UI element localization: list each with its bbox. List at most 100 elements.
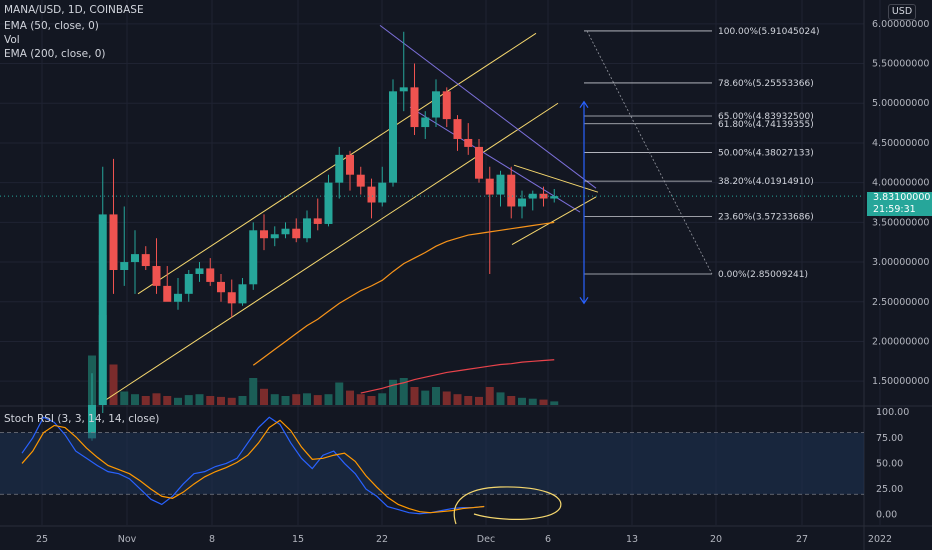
volume-legend[interactable]: Vol [4,34,20,46]
candle-body [206,268,215,282]
ema200-legend[interactable]: EMA (200, close, 0) [4,48,106,60]
time-tick-label: Nov [118,534,137,545]
price-tick-label: 3.00000000 [872,257,929,268]
volume-bar [260,388,268,405]
candle-body [109,214,118,270]
volume-bar [324,394,333,405]
volume-bar [528,398,537,405]
candle-body [410,87,419,128]
volume-bar [152,393,161,405]
stoch-tick-label: 0.00 [876,510,897,521]
currency-button[interactable]: USD [888,4,916,20]
volume-bar [507,396,516,405]
candle-body [184,273,193,294]
stoch-k-line [21,416,485,515]
candle-body [260,230,268,239]
volume-bar [367,396,376,405]
candle-body [442,91,451,120]
volume-bar [238,396,247,405]
volume-bar [141,396,150,405]
stoch-tick-label: 100.00 [876,407,909,418]
arrow-head-down [579,297,589,305]
last-price-tag: 3.83100000 21:59:31 [867,192,932,216]
triangle-lower-line [511,196,597,246]
price-tick-label: 5.00000000 [872,98,929,109]
volume-bar [206,396,215,405]
candle-body [174,293,182,302]
last-price-value: 3.83100000 [873,192,931,203]
candle-body [120,262,129,270]
volume-bar [442,391,451,405]
price-tick-label: 5.50000000 [872,59,929,70]
stoch-tick-label: 50.00 [876,458,903,469]
time-tick-label: 25 [36,534,48,545]
price-tick-label: 6.00000000 [872,19,929,30]
volume-bar [399,378,408,405]
volume-bar [410,387,419,405]
down-channel-upper-line [379,25,597,189]
time-tick-label: 15 [292,534,304,545]
candle-body [485,178,494,195]
time-tick-label: Dec [477,534,495,545]
volume-bar [303,393,311,405]
fib-level-label: 61.80%(4.74139355) [718,120,814,130]
candle-body [550,196,559,199]
volume-bar [174,397,182,405]
price-tick-label: 4.50000000 [872,138,929,149]
fib-level-label: 65.00%(4.83932500) [718,112,814,122]
candle-body [389,91,397,183]
candle-body [88,405,96,439]
candle-body [249,230,258,285]
volume-bar [184,395,193,405]
candle-body [195,268,204,274]
volume-bar [313,395,322,405]
candle-body [464,138,473,147]
volume-bar [131,394,139,405]
candle-body [335,154,344,183]
candle-body [217,281,225,293]
candle-body [346,154,354,175]
volume-bar [281,396,290,405]
volume-bar [270,394,279,405]
volume-bar [356,394,365,405]
candle-body [152,266,161,286]
candle-body [270,234,279,239]
candle-body [518,198,526,207]
candle-body [356,174,365,187]
volume-bar [432,387,440,405]
time-tick-label: 27 [796,534,808,545]
volume-bar [475,396,483,405]
fib-level-label: 38.20%(4.01914910) [718,177,814,187]
symbol-title[interactable]: MANA/USD, 1D, COINBASE [4,4,144,16]
down-channel-lower-line [409,106,581,213]
stoch-band [0,432,864,495]
price-tick-label: 3.50000000 [872,217,929,228]
candle-body [292,228,301,239]
price-tick-label: 2.50000000 [872,297,929,308]
volume-bar [550,401,559,405]
candle-body [324,182,333,224]
price-tick-label: 4.00000000 [872,178,929,189]
candle-body [421,117,430,128]
fib-level-label: 100.00%(5.91045024) [718,27,819,37]
price-tick-label: 2.00000000 [872,336,929,347]
fib-level-label: 78.60%(5.25553366) [718,79,814,89]
volume-bar [518,397,526,405]
candle-body [227,292,236,304]
candle-body [539,193,548,199]
bar-countdown: 21:59:31 [873,204,916,215]
volume-bar [485,387,494,405]
volume-bar [539,399,548,405]
candle-body [238,284,247,304]
candle-body [131,254,139,263]
ema50-legend[interactable]: EMA (50, close, 0) [4,20,99,32]
candle-body [141,254,150,267]
time-tick-label: 2022 [868,534,892,545]
stoch-tick-label: 25.00 [876,484,903,495]
stoch-rsi-legend[interactable]: Stoch RSI (3, 3, 14, 14, close) [4,413,160,425]
volume-bar [227,397,236,405]
candle-body [399,87,408,92]
volume-bar [249,378,258,405]
